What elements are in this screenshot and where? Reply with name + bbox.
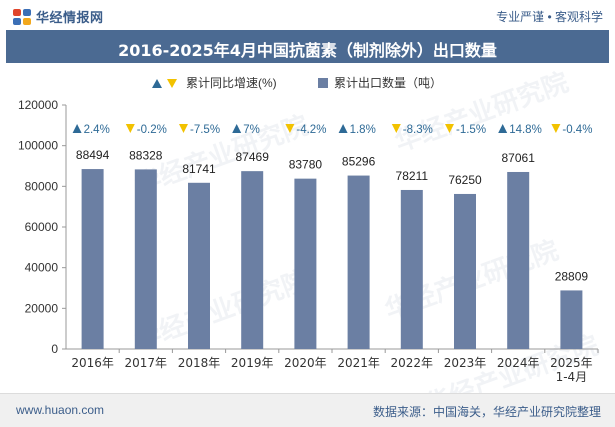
bar-value-label: 81741	[182, 162, 216, 176]
top-bar: 华经情报网 专业严谨 • 客观科学	[0, 0, 615, 30]
bar-value-label: 83780	[289, 158, 323, 172]
y-tick-label: 60000	[25, 220, 59, 234]
growth-label: -4.2%	[296, 124, 326, 136]
bar	[560, 290, 583, 349]
bar-value-label: 87469	[236, 150, 270, 164]
growth-label: -7.5%	[190, 124, 220, 136]
bar-value-label: 28809	[555, 269, 589, 283]
x-tick-label: 2020年	[284, 356, 327, 370]
growth-down-icon	[179, 124, 188, 133]
y-tick-label: 120000	[18, 98, 58, 112]
footer-source: 数据来源：中国海关，华经产业研究院整理	[372, 405, 601, 419]
brand[interactable]: 华经情报网	[13, 7, 104, 26]
brand-name: 华经情报网	[36, 10, 104, 25]
growth-up-icon	[338, 124, 348, 133]
export-legend-swatch	[318, 77, 328, 88]
y-tick-label: 20000	[25, 301, 59, 315]
growth-label: -8.3%	[403, 124, 433, 136]
legend-export: 累计出口数量（吨）	[318, 74, 442, 91]
growth-label: 2.4%	[84, 124, 110, 136]
x-tick-label: 2025年	[550, 356, 593, 370]
y-tick-label: 80000	[25, 179, 59, 193]
bar-value-label: 88494	[76, 148, 110, 162]
bar	[81, 169, 104, 349]
growth-up-icon	[498, 124, 508, 133]
y-tick-label: 40000	[25, 261, 59, 275]
bar-value-label: 85296	[342, 155, 376, 169]
tagline: 专业严谨 • 客观科学	[496, 10, 603, 24]
legend-growth-label: 累计同比增速(%)	[186, 76, 277, 90]
bar	[294, 178, 317, 349]
bar	[507, 171, 530, 349]
growth-label: -0.2%	[137, 124, 167, 136]
bar-value-label: 78211	[396, 169, 429, 183]
brand-logo-icon	[13, 8, 31, 25]
growth-up-icon	[72, 124, 82, 133]
legend-growth: 累计同比增速(%)	[152, 74, 277, 91]
bar-chart: 0 20000 40000 60000 80000 100000 120000 88494 2.…	[18, 98, 599, 384]
footer-url[interactable]: www.huaon.com	[16, 403, 105, 417]
legend: 累计同比增速(%) 累计出口数量（吨）	[0, 74, 615, 92]
growth-label: -1.5%	[456, 124, 486, 136]
x-tick-label: 2017年	[125, 356, 168, 370]
growth-down-icon	[445, 124, 454, 133]
chart-title: 2016-2025年4月中国抗菌素（制剂除外）出口数量	[118, 41, 497, 60]
bar	[188, 182, 210, 349]
growth-legend-icon	[152, 78, 177, 88]
x-tick-label: 2024年	[497, 356, 540, 370]
footer: www.huaon.com 数据来源：中国海关，华经产业研究院整理	[0, 393, 615, 427]
x-tick-label: 2022年	[391, 356, 434, 370]
growth-down-icon	[125, 124, 135, 133]
x-tick-label: 1-4月	[556, 370, 588, 384]
x-tick-label: 2019年	[231, 356, 274, 370]
growth-label: 1.8%	[350, 124, 376, 136]
y-tick-label: 0	[51, 342, 58, 356]
bar	[134, 169, 157, 349]
bar	[400, 189, 423, 349]
x-tick-label: 2021年	[337, 356, 380, 370]
title-bar: 2016-2025年4月中国抗菌素（制剂除外）出口数量	[6, 30, 609, 63]
y-tick-label: 100000	[18, 139, 58, 153]
x-tick-label: 2016年	[71, 356, 114, 370]
bar	[454, 193, 476, 349]
growth-down-icon	[551, 124, 561, 133]
bar	[347, 175, 370, 349]
x-tick-label: 2023年	[444, 356, 487, 370]
growth-label: 14.8%	[509, 124, 542, 136]
x-tick-label: 2018年	[178, 356, 221, 370]
bar	[241, 171, 264, 349]
growth-down-icon	[391, 124, 401, 133]
growth-up-icon	[232, 124, 242, 133]
bar-value-label: 76250	[448, 173, 482, 187]
legend-export-label: 累计出口数量（吨）	[334, 76, 443, 90]
bar-value-label: 87061	[502, 151, 536, 165]
growth-down-icon	[285, 124, 295, 133]
growth-label: -0.4%	[562, 124, 592, 136]
bar-value-label: 88328	[129, 148, 163, 162]
growth-label: 7%	[243, 124, 260, 136]
